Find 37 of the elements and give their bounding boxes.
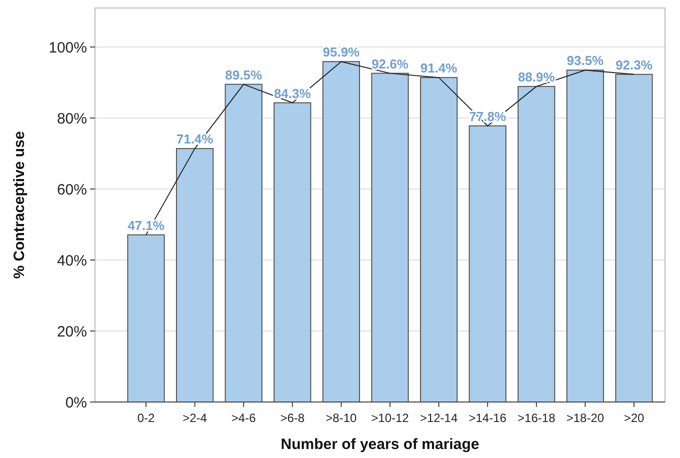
x-tick-label: >4-6 <box>231 411 256 425</box>
x-tick-label: >12-14 <box>420 411 458 425</box>
bar <box>566 70 604 402</box>
data-label: 92.3% <box>616 57 653 72</box>
y-tick-label: 100% <box>48 39 87 56</box>
y-tick-label: 0% <box>65 394 87 412</box>
data-label: 89.5% <box>225 67 262 82</box>
x-tick-label: >20 <box>624 411 644 425</box>
x-tick-label: >16-18 <box>518 411 556 425</box>
data-label: 93.5% <box>566 53 604 68</box>
bar <box>518 86 556 402</box>
bar <box>468 125 506 402</box>
bar <box>615 74 653 402</box>
y-axis-title: % Contraceptive use <box>11 131 28 279</box>
x-axis-title: Number of years of mariage <box>280 436 480 453</box>
bar <box>420 77 458 402</box>
x-tick-label: 0-2 <box>137 411 155 425</box>
bar <box>176 148 214 402</box>
data-label: 91.4% <box>420 60 458 76</box>
y-tick-label: 80% <box>56 110 87 128</box>
data-label: 95.9% <box>322 44 360 60</box>
x-tick-label: >10-12 <box>371 411 410 425</box>
x-tick-label: >14-16 <box>468 411 507 425</box>
x-tick-label: >8-10 <box>326 411 358 425</box>
y-tick-label: 20% <box>56 323 87 340</box>
x-tick-label: >18-20 <box>566 411 604 425</box>
bar <box>371 72 409 402</box>
data-label: 88.9% <box>518 69 556 84</box>
bar <box>224 84 262 402</box>
y-tick-label: 60% <box>56 181 87 198</box>
y-tick-label: 40% <box>56 252 87 270</box>
bar <box>127 234 165 402</box>
bar <box>274 102 312 402</box>
bar <box>322 61 360 402</box>
x-tick-label: >2-4 <box>182 411 208 425</box>
x-tick-label: >6-8 <box>280 411 305 425</box>
data-label: 92.6% <box>372 56 409 72</box>
